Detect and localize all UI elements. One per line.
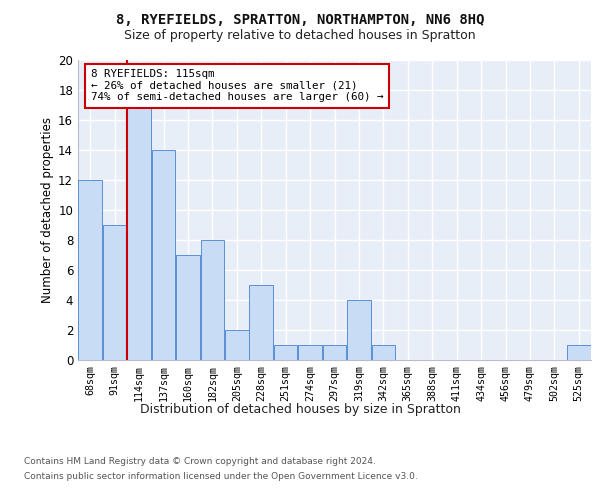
Bar — [371, 345, 395, 360]
Text: Contains HM Land Registry data © Crown copyright and database right 2024.: Contains HM Land Registry data © Crown c… — [24, 457, 376, 466]
Text: 8 RYEFIELDS: 115sqm
← 26% of detached houses are smaller (21)
74% of semi-detach: 8 RYEFIELDS: 115sqm ← 26% of detached ho… — [91, 69, 383, 102]
Bar — [567, 345, 590, 360]
Bar — [323, 345, 346, 360]
Y-axis label: Number of detached properties: Number of detached properties — [41, 117, 54, 303]
Text: 8, RYEFIELDS, SPRATTON, NORTHAMPTON, NN6 8HQ: 8, RYEFIELDS, SPRATTON, NORTHAMPTON, NN6… — [116, 12, 484, 26]
Bar — [200, 240, 224, 360]
Bar — [225, 330, 248, 360]
Bar — [127, 105, 151, 360]
Bar — [298, 345, 322, 360]
Bar — [347, 300, 371, 360]
Text: Size of property relative to detached houses in Spratton: Size of property relative to detached ho… — [124, 29, 476, 42]
Text: Contains public sector information licensed under the Open Government Licence v3: Contains public sector information licen… — [24, 472, 418, 481]
Bar — [79, 180, 102, 360]
Bar — [152, 150, 175, 360]
Bar — [176, 255, 200, 360]
Bar — [250, 285, 273, 360]
Text: Distribution of detached houses by size in Spratton: Distribution of detached houses by size … — [140, 402, 460, 415]
Bar — [103, 225, 127, 360]
Bar — [274, 345, 298, 360]
